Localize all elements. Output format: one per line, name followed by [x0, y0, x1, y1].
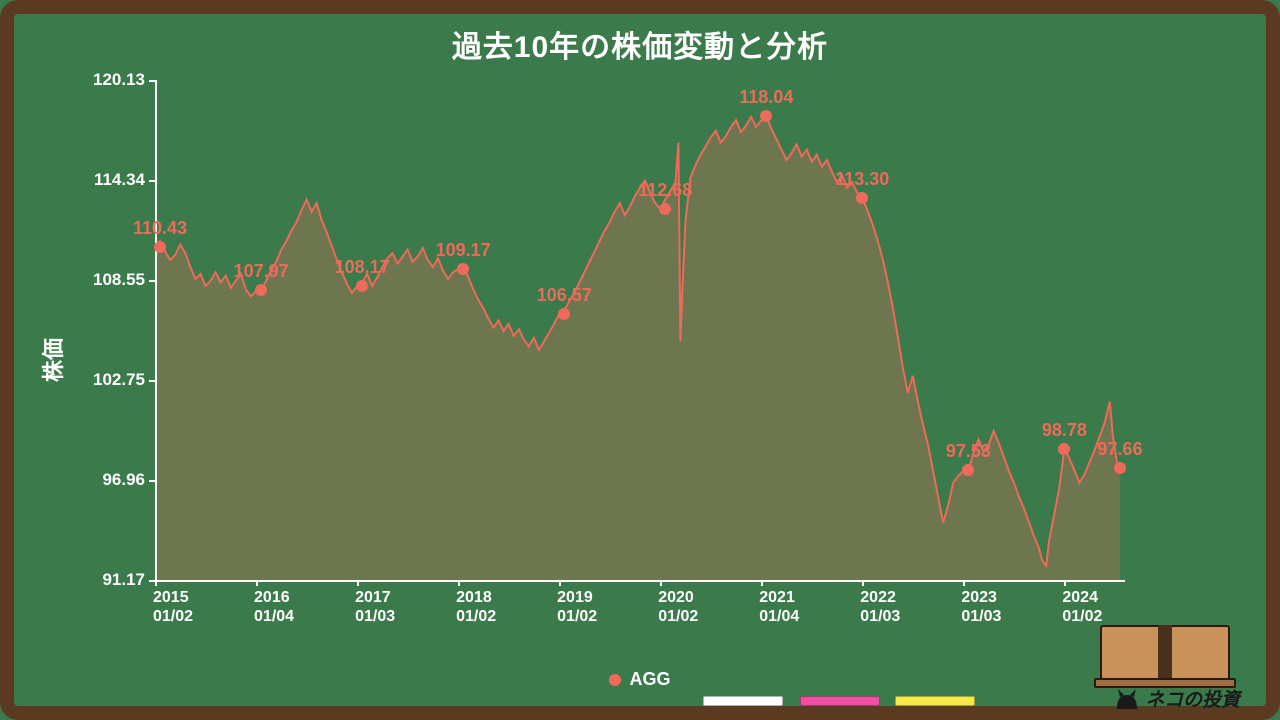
data-point-label: 118.04	[739, 87, 793, 108]
x-tick-label: 2019 01/02	[557, 588, 597, 626]
x-tick-label: 2015 01/02	[153, 588, 193, 626]
y-tick-label: 91.17	[80, 570, 145, 590]
data-point-marker	[356, 280, 368, 292]
chalk-icon	[703, 696, 783, 706]
data-point-marker	[659, 203, 671, 215]
data-point-marker	[255, 284, 267, 296]
cat-icon	[1113, 687, 1141, 711]
data-point-label: 106.57	[537, 285, 592, 306]
data-point-label: 108.17	[335, 257, 390, 278]
data-point-label: 112.68	[638, 180, 692, 201]
legend: AGG	[0, 669, 1280, 690]
data-point-marker	[1114, 462, 1126, 474]
x-tick-label: 2018 01/02	[456, 588, 496, 626]
y-tick-label: 114.34	[80, 170, 145, 190]
x-tick-label: 2022 01/03	[860, 588, 900, 626]
data-point-marker	[558, 308, 570, 320]
legend-marker-icon	[609, 674, 621, 686]
x-tick-label: 2020 01/02	[658, 588, 698, 626]
chart-area: 120.13114.34108.55102.7596.9691.172015 0…	[155, 80, 1125, 580]
data-point-marker	[962, 464, 974, 476]
data-point-label: 97.53	[946, 441, 991, 462]
data-point-marker	[154, 241, 166, 253]
y-tick-label: 96.96	[80, 470, 145, 490]
line-chart-svg	[155, 80, 1125, 580]
chalk-icon	[800, 696, 880, 706]
eraser-icon	[1100, 625, 1230, 680]
data-point-marker	[856, 192, 868, 204]
y-axis-label: 株価	[36, 338, 68, 382]
x-tick-label: 2016 01/04	[254, 588, 294, 626]
brand: ネコの投資	[1113, 685, 1240, 712]
x-tick-label: 2024 01/02	[1062, 588, 1102, 626]
x-tick-label: 2017 01/03	[355, 588, 395, 626]
data-point-marker	[1058, 443, 1070, 455]
data-point-marker	[457, 263, 469, 275]
brand-text: ネコの投資	[1145, 685, 1240, 712]
y-axis-line	[155, 80, 157, 580]
data-point-label: 98.78	[1042, 420, 1087, 441]
data-point-label: 113.30	[835, 169, 889, 190]
x-tick-label: 2021 01/04	[759, 588, 799, 626]
data-point-label: 109.17	[436, 240, 491, 261]
chart-title: 過去10年の株価変動と分析	[0, 22, 1280, 66]
data-point-label: 107.97	[234, 261, 289, 282]
chalk-icon	[895, 696, 975, 706]
y-tick-label: 102.75	[80, 370, 145, 390]
x-tick-label: 2023 01/03	[961, 588, 1001, 626]
data-point-label: 97.66	[1097, 439, 1142, 460]
y-tick-label: 120.13	[80, 70, 145, 90]
data-point-marker	[760, 110, 772, 122]
x-axis-line	[155, 580, 1125, 582]
legend-label: AGG	[629, 669, 670, 689]
y-tick-label: 108.55	[80, 270, 145, 290]
data-point-label: 110.43	[133, 218, 187, 239]
